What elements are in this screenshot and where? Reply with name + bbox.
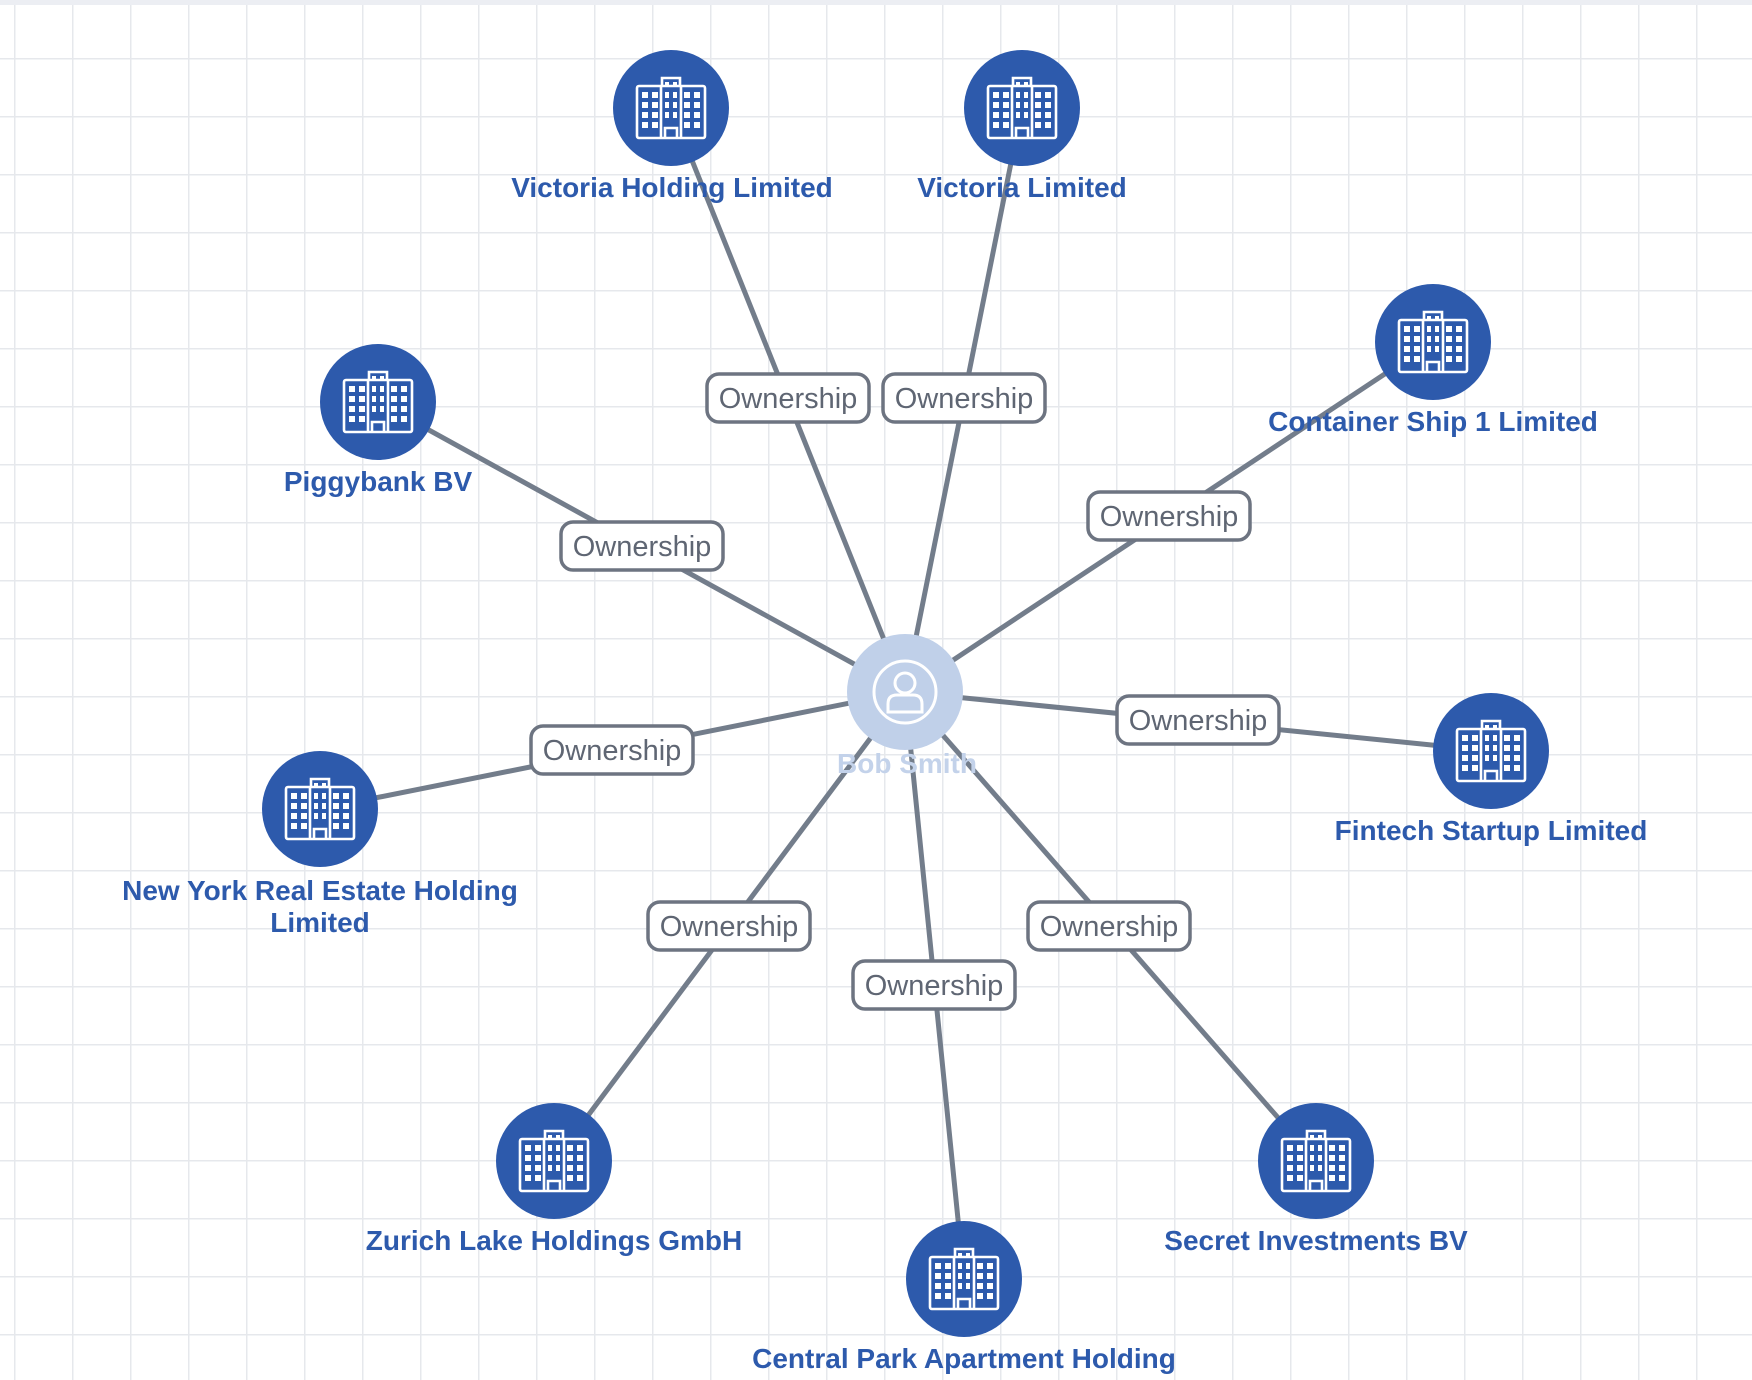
edge-label: Ownership xyxy=(719,383,858,415)
company-node-fintech-startup-limited[interactable]: Fintech Startup Limited xyxy=(1335,693,1648,846)
edge-label-box xyxy=(529,724,695,776)
edge-fintech-startup-limited[interactable]: Ownership xyxy=(902,689,1494,754)
company-label: New York Real Estate Holding xyxy=(122,875,518,906)
company-node-circle xyxy=(906,1221,1022,1337)
edge-label-box xyxy=(881,372,1047,424)
company-label: Central Park Apartment Holding xyxy=(752,1343,1176,1374)
edge-label-box xyxy=(705,372,871,424)
edge-label-box xyxy=(646,900,812,952)
edge-label: Ownership xyxy=(865,970,1004,1002)
company-node-container-ship-1-limited[interactable]: Container Ship 1 Limited xyxy=(1268,284,1598,437)
person-label: Bob Smith xyxy=(837,748,977,779)
company-label: Secret Investments BV xyxy=(1164,1225,1468,1256)
edge-label-box xyxy=(1026,900,1192,952)
edge-label: Ownership xyxy=(1040,911,1179,943)
company-node-circle xyxy=(262,751,378,867)
company-node-circle xyxy=(1433,693,1549,809)
edge-central-park-apartment-holding[interactable]: Ownership xyxy=(851,689,1017,1282)
company-node-central-park-apartment-holding[interactable]: Central Park Apartment Holding xyxy=(752,1221,1176,1374)
company-label: Victoria Holding Limited xyxy=(511,172,833,203)
edge-victoria-limited[interactable]: Ownership xyxy=(881,105,1047,695)
edge-zurich-lake-holdings-gmbh[interactable]: Ownership xyxy=(551,689,908,1164)
edge-secret-investments-bv[interactable]: Ownership xyxy=(902,689,1319,1164)
company-label: Zurich Lake Holdings GmbH xyxy=(366,1225,742,1256)
edge-piggybank-bv[interactable]: Ownership xyxy=(375,399,908,695)
edge-label: Ownership xyxy=(1129,705,1268,737)
company-label: Victoria Limited xyxy=(917,172,1127,203)
edge-label-box xyxy=(559,520,725,572)
person-node-bob-smith[interactable]: Bob Smith xyxy=(837,634,977,779)
edge-container-ship-1-limited[interactable]: Ownership xyxy=(902,339,1436,695)
edges-layer: Ownership Ownership Ownership Ownership Owne… xyxy=(317,105,1494,1282)
company-node-circle xyxy=(1258,1103,1374,1219)
edge-label: Ownership xyxy=(660,911,799,943)
edge-label-box xyxy=(1086,490,1252,542)
company-label: Limited xyxy=(270,907,370,938)
company-node-circle xyxy=(1375,284,1491,400)
edge-label: Ownership xyxy=(895,383,1034,415)
company-node-zurich-lake-holdings-gmbh[interactable]: Zurich Lake Holdings GmbH xyxy=(366,1103,742,1256)
nodes-layer: Victoria Holding Limited Victoria Limited… xyxy=(122,50,1647,1374)
company-node-circle xyxy=(964,50,1080,166)
company-node-circle xyxy=(496,1103,612,1219)
canvas-top-strip xyxy=(0,0,1752,5)
edge-new-york-real-estate-holding-limited[interactable]: Ownership xyxy=(317,689,908,812)
company-node-secret-investments-bv[interactable]: Secret Investments BV xyxy=(1164,1103,1468,1256)
company-node-piggybank-bv[interactable]: Piggybank BV xyxy=(284,344,473,497)
edge-label: Ownership xyxy=(543,735,682,767)
edge-label: Ownership xyxy=(573,531,712,563)
edge-label: Ownership xyxy=(1100,501,1239,533)
company-node-victoria-holding-limited[interactable]: Victoria Holding Limited xyxy=(511,50,833,203)
company-node-circle xyxy=(613,50,729,166)
company-node-victoria-limited[interactable]: Victoria Limited xyxy=(917,50,1127,203)
company-node-circle xyxy=(320,344,436,460)
company-label: Piggybank BV xyxy=(284,466,473,497)
company-label: Container Ship 1 Limited xyxy=(1268,406,1598,437)
edge-label-box xyxy=(1115,694,1281,746)
edge-victoria-holding-limited[interactable]: Ownership xyxy=(668,105,908,695)
company-label: Fintech Startup Limited xyxy=(1335,815,1648,846)
edge-label-box xyxy=(851,959,1017,1011)
